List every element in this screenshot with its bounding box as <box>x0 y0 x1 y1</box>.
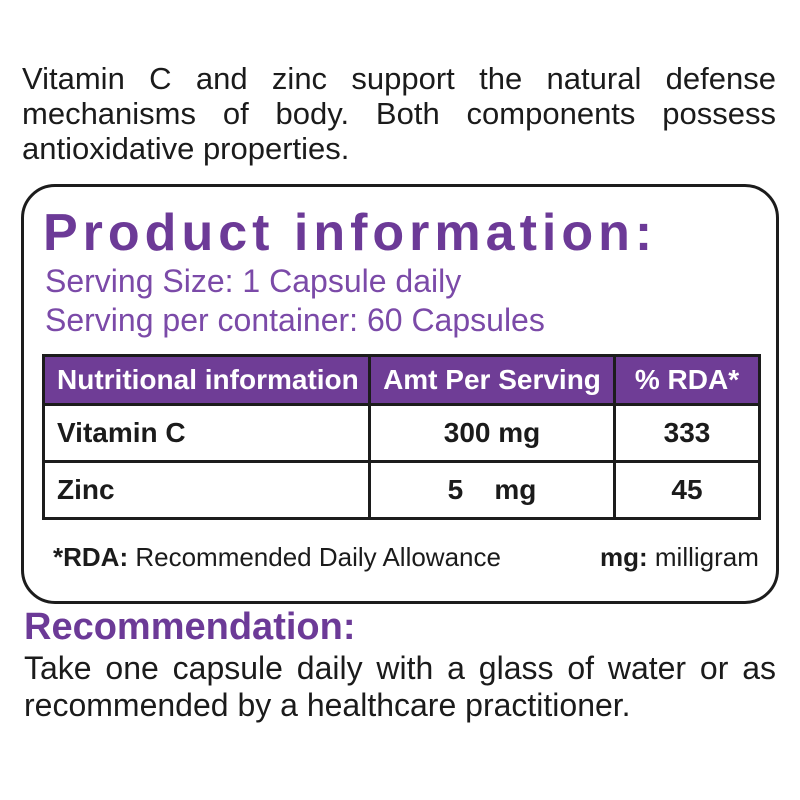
cell-zinc-rda: 45 <box>613 460 761 520</box>
cell-vitamin-c-amount: 300 mg <box>368 403 616 463</box>
nutrition-table: Nutritional information Amt Per Serving … <box>42 354 761 520</box>
table-row-vitamin-c: Vitamin C 300 mg 333 <box>42 403 761 463</box>
panel-title: Product information: <box>43 204 658 262</box>
footnote-rda-label: *RDA: <box>53 542 129 572</box>
intro-line-1: Vitamin C and zinc support the natural d… <box>22 61 776 96</box>
header-percent-rda: % RDA* <box>613 354 761 406</box>
cell-vitamin-c-name: Vitamin C <box>42 403 371 463</box>
recommendation-line-2: recommended by a healthcare practitioner… <box>24 687 631 723</box>
footnote-mg-label: mg: <box>600 542 648 572</box>
intro-line-3: antioxidative properties. <box>22 131 350 166</box>
recommendation-line-1: Take one capsule daily with a glass of w… <box>24 650 776 686</box>
header-nutritional-information: Nutritional information <box>42 354 371 406</box>
table-header-row: Nutritional information Amt Per Serving … <box>42 354 761 406</box>
recommendation-heading: Recommendation: <box>24 606 356 648</box>
footnote-mg-text: milligram <box>647 542 759 572</box>
footnote-rda: *RDA: Recommended Daily Allowance <box>53 542 501 573</box>
footnote-rda-text: Recommended Daily Allowance <box>128 542 501 572</box>
product-information-panel: Product information: Serving Size: 1 Cap… <box>21 184 779 604</box>
recommendation-paragraph: Take one capsule daily with a glass of w… <box>24 650 776 724</box>
serving-size: Serving Size: 1 Capsule daily <box>45 263 462 299</box>
footnote-mg: mg: milligram <box>600 542 759 573</box>
cell-zinc-amount: 5 mg <box>368 460 616 520</box>
intro-paragraph: Vitamin C and zinc support the natural d… <box>22 61 776 166</box>
serving-per-container: Serving per container: 60 Capsules <box>45 302 545 338</box>
table-row-zinc: Zinc 5 mg 45 <box>42 460 761 520</box>
intro-line-2: mechanisms of body. Both components poss… <box>22 96 776 131</box>
header-amt-per-serving: Amt Per Serving <box>368 354 616 406</box>
cell-zinc-name: Zinc <box>42 460 371 520</box>
cell-vitamin-c-rda: 333 <box>613 403 761 463</box>
